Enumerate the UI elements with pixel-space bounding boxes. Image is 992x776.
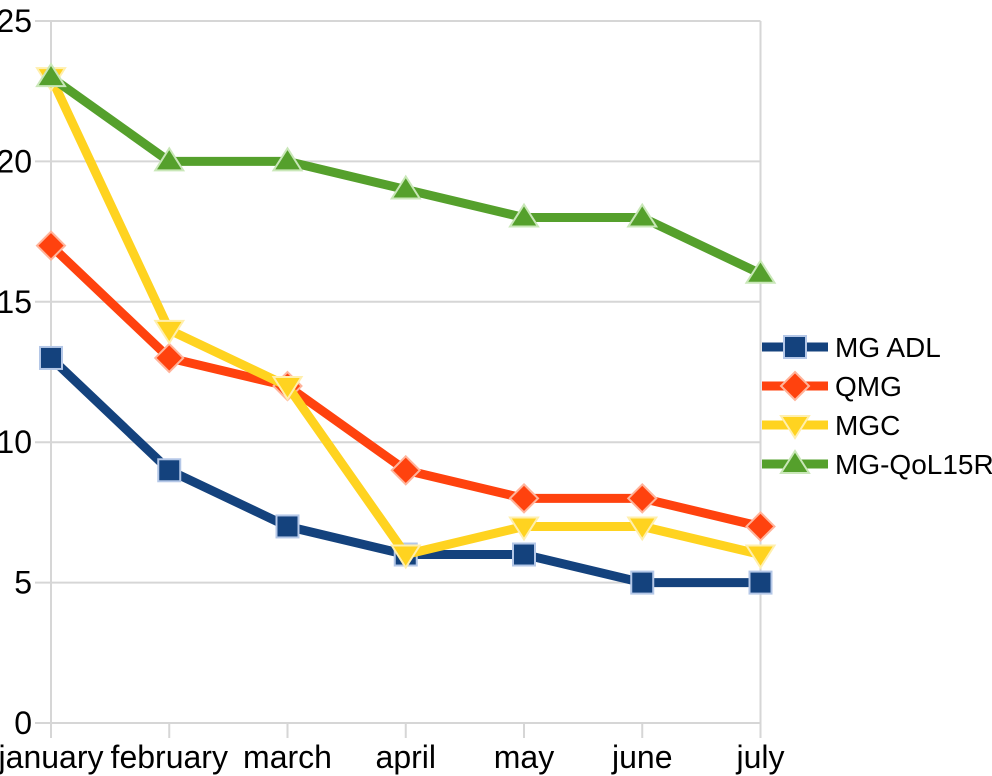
marker-square-mg-adl-point-4 <box>512 542 536 567</box>
y-axis-tick-label: 20 <box>0 143 32 179</box>
y-axis-tick-label: 10 <box>0 424 32 460</box>
marker-square-mg-adl-point-5 <box>630 570 655 595</box>
marker-triangle-up-mg-qol15r-point-0 <box>35 62 67 88</box>
marker-diamond-qmg-point-0 <box>35 230 67 262</box>
x-axis-tick-label-june: june <box>611 739 673 775</box>
legend-label-mg-adl: MG ADL <box>835 332 941 363</box>
marker-diamond-legend-qmg <box>779 370 811 402</box>
marker-diamond-qmg-point-5 <box>626 482 658 514</box>
marker-square-legend-mg-adl <box>783 335 807 359</box>
marker-diamond-qmg-point-4 <box>508 482 540 514</box>
marker-triangle-up-mg-qol15r-point-4 <box>508 202 540 228</box>
marker-triangle-down-mgc-point-3 <box>389 544 422 570</box>
y-axis-tick-label: 0 <box>14 705 32 741</box>
legend-label-mgc: MGC <box>835 410 900 441</box>
marker-diamond-qmg-point-6 <box>745 511 776 542</box>
marker-triangle-up-legend-mg-qol15r <box>779 449 811 474</box>
x-axis-tick-label-may: may <box>494 739 554 775</box>
marker-triangle-down-mgc-point-6 <box>744 544 777 570</box>
marker-triangle-up-mg-qol15r-point-6 <box>744 258 777 284</box>
marker-triangle-down-mgc-point-5 <box>626 516 659 542</box>
marker-diamond-qmg-point-3 <box>390 454 422 486</box>
marker-square-mg-adl-point-6 <box>748 570 773 595</box>
marker-triangle-up-mg-qol15r-point-2 <box>271 146 304 172</box>
marker-triangle-down-mgc-point-4 <box>508 516 540 542</box>
marker-square-mg-adl-point-1 <box>157 458 182 483</box>
x-axis-tick-label-april: april <box>376 739 436 775</box>
marker-triangle-down-mgc-point-2 <box>271 376 304 401</box>
x-axis-tick-label-january: january <box>0 739 103 775</box>
x-axis-tick-label-july: july <box>735 739 784 775</box>
marker-triangle-down-legend-mgc <box>779 415 811 440</box>
x-axis-tick-label-february: february <box>111 739 228 775</box>
marker-triangle-up-mg-qol15r-point-1 <box>153 146 186 172</box>
marker-diamond-qmg-point-1 <box>153 342 185 374</box>
marker-triangle-up-mg-qol15r-point-5 <box>626 202 659 228</box>
marker-triangle-down-mgc-point-1 <box>153 319 186 345</box>
x-axis-tick-label-march: march <box>243 739 332 775</box>
marker-square-mg-adl-point-2 <box>275 514 300 539</box>
marker-triangle-up-mg-qol15r-point-3 <box>389 174 422 200</box>
legend-label-mg-qol15r: MG-QoL15R <box>835 449 992 480</box>
y-axis-tick-label: 15 <box>0 284 32 320</box>
legend-label-qmg: QMG <box>835 371 902 402</box>
y-axis-tick-label: 5 <box>14 565 32 601</box>
marker-square-mg-adl-point-0 <box>39 345 63 370</box>
y-axis-tick-label: 25 <box>0 3 32 39</box>
